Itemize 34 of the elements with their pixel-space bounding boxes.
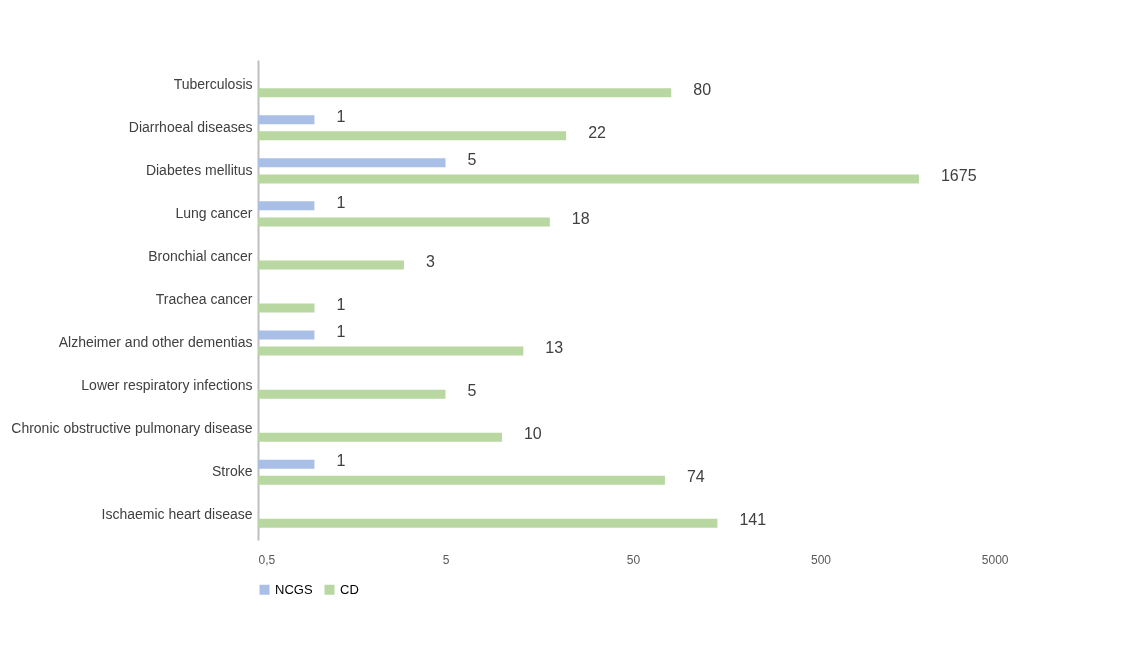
legend-label: CD xyxy=(340,581,359,597)
data-label: 80 xyxy=(693,80,712,98)
y-tick-label: Ischaemic heart disease xyxy=(101,506,253,523)
x-tick-label: 5000 xyxy=(981,552,1009,567)
legend-label: NCGS xyxy=(275,581,313,597)
y-tick-label: Diabetes mellitus xyxy=(145,161,253,178)
data-label: 18 xyxy=(571,209,590,227)
y-tick-label: Bronchial cancer xyxy=(148,247,253,264)
y-tick-label: Lower respiratory infections xyxy=(81,377,253,394)
data-label: 1 xyxy=(336,322,346,340)
x-tick-label: 0,5 xyxy=(258,552,276,567)
y-tick-label: Chronic obstructive pulmonary disease xyxy=(11,420,253,437)
data-label: 5 xyxy=(467,150,477,168)
data-label: 10 xyxy=(523,425,542,443)
data-label: 3 xyxy=(425,253,435,271)
data-label: 5 xyxy=(467,382,477,400)
y-tick-label: Diarrhoeal diseases xyxy=(128,118,253,135)
y-tick-label: Tuberculosis xyxy=(173,75,253,92)
data-label: 1 xyxy=(336,193,346,211)
y-tick-label: Trachea cancer xyxy=(155,291,253,307)
x-tick-label: 5 xyxy=(442,552,450,567)
data-label: 1675 xyxy=(940,166,977,184)
data-label: 1 xyxy=(336,296,346,314)
y-tick-label: Alzheimer and other dementias xyxy=(58,334,253,351)
x-tick-label: 50 xyxy=(626,552,641,567)
y-tick-label: Lung cancer xyxy=(175,204,253,221)
data-label: 74 xyxy=(686,468,705,486)
data-label: 141 xyxy=(739,511,767,529)
data-label: 1 xyxy=(336,452,346,470)
y-tick-label: Stroke xyxy=(212,463,253,480)
data-label: 22 xyxy=(588,123,607,141)
x-tick-label: 500 xyxy=(810,552,832,567)
data-label: 13 xyxy=(545,339,564,357)
data-label: 1 xyxy=(336,107,346,125)
